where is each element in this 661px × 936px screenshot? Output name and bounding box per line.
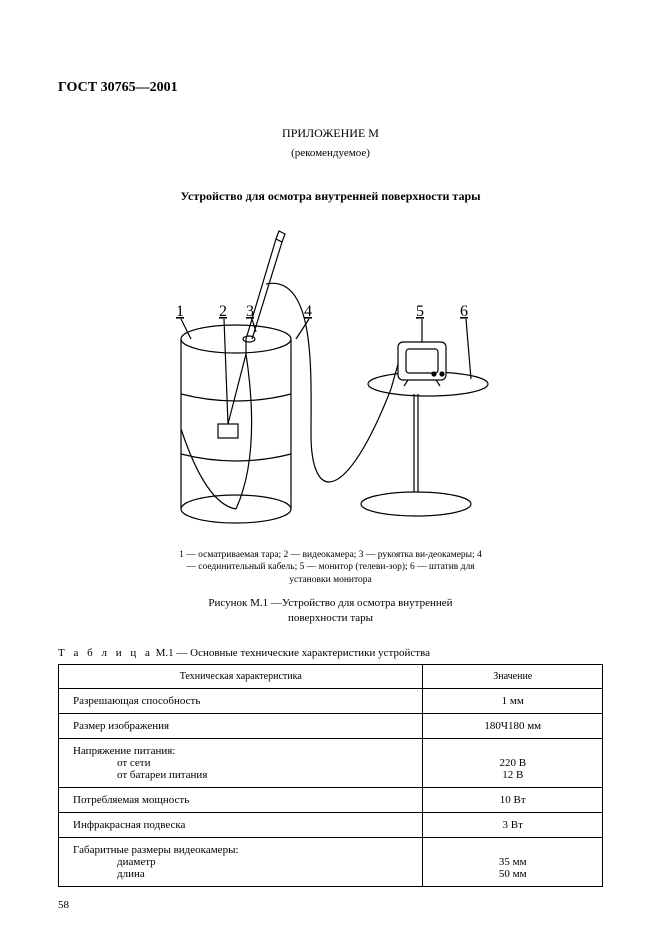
figure-label-5: 5 (416, 303, 424, 320)
table-title-prefix: Т а б л и ц а (58, 647, 153, 659)
cell-char: Потребляемая мощность (59, 787, 423, 812)
cell-val: 3 Вт (423, 812, 603, 837)
table-title-rest: М.1 — Основные технические характеристик… (153, 647, 430, 659)
standard-id: ГОСТ 30765—2001 (58, 80, 603, 96)
col-header-value: Значение (423, 664, 603, 688)
cell-val: 220 В 12 В (423, 738, 603, 787)
document-page: ГОСТ 30765—2001 ПРИЛОЖЕНИЕ М (рекомендуе… (0, 0, 661, 936)
table-row: Габаритные размеры видеокамеры: диаметр … (59, 837, 603, 886)
table-row: Инфракрасная подвеска 3 Вт (59, 812, 603, 837)
cell-char-sub: от батареи питания (87, 769, 414, 781)
cell-char: Инфракрасная подвеска (59, 812, 423, 837)
table-title: Т а б л и ц а М.1 — Основные технические… (58, 647, 603, 659)
device-diagram: 1 2 3 4 5 6 (136, 224, 526, 534)
cell-val-sub: 12 В (502, 769, 523, 781)
cell-val-sub: 220 В (499, 757, 526, 769)
figure-label-4: 4 (304, 303, 312, 320)
figure-caption-line1: Рисунок М.1 —Устройство для осмотра внут… (208, 597, 452, 609)
figure-caption-line2: поверхности тары (288, 612, 373, 624)
page-number: 58 (58, 899, 69, 911)
cell-char-main: Напряжение питания: (73, 745, 175, 757)
table-row: Разрешающая способность 1 мм (59, 688, 603, 713)
cell-val: 180Ч180 мм (423, 713, 603, 738)
cell-char-sub: от сети (87, 757, 414, 769)
figure-label-3: 3 (246, 303, 254, 320)
figure-label-2: 2 (219, 303, 227, 320)
cell-char: Габаритные размеры видеокамеры: диаметр … (59, 837, 423, 886)
cell-char-sub: длина (87, 868, 414, 880)
appendix-header: ПРИЛОЖЕНИЕ М (58, 126, 603, 141)
figure-container: 1 2 3 4 5 6 (58, 224, 603, 534)
cell-val-sub: 50 мм (499, 868, 527, 880)
figure-legend: 1 — осматриваемая тара; 2 — видеокамера;… (176, 549, 486, 586)
cell-val: 1 мм (423, 688, 603, 713)
appendix-subtitle: (рекомендуемое) (58, 147, 603, 159)
cell-val: 10 Вт (423, 787, 603, 812)
cell-char-sub: диаметр (87, 856, 414, 868)
cell-char: Напряжение питания: от сети от батареи п… (59, 738, 423, 787)
cell-val: 35 мм 50 мм (423, 837, 603, 886)
figure-label-6: 6 (460, 303, 468, 320)
cell-char-main: Габаритные размеры видеокамеры: (73, 844, 239, 856)
figure-caption: Рисунок М.1 —Устройство для осмотра внут… (58, 596, 603, 627)
cell-char: Разрешающая способность (59, 688, 423, 713)
figure-label-1: 1 (176, 303, 184, 320)
table-header-row: Техническая характеристика Значение (59, 664, 603, 688)
cell-val-sub: 35 мм (499, 856, 527, 868)
section-title: Устройство для осмотра внутренней поверх… (58, 189, 603, 204)
table-row: Размер изображения 180Ч180 мм (59, 713, 603, 738)
col-header-characteristic: Техническая характеристика (59, 664, 423, 688)
cell-char: Размер изображения (59, 713, 423, 738)
specs-table: Техническая характеристика Значение Разр… (58, 664, 603, 887)
table-row: Напряжение питания: от сети от батареи п… (59, 738, 603, 787)
table-row: Потребляемая мощность 10 Вт (59, 787, 603, 812)
